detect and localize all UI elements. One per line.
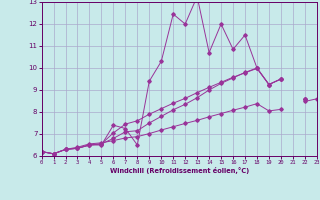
X-axis label: Windchill (Refroidissement éolien,°C): Windchill (Refroidissement éolien,°C) [109,167,249,174]
